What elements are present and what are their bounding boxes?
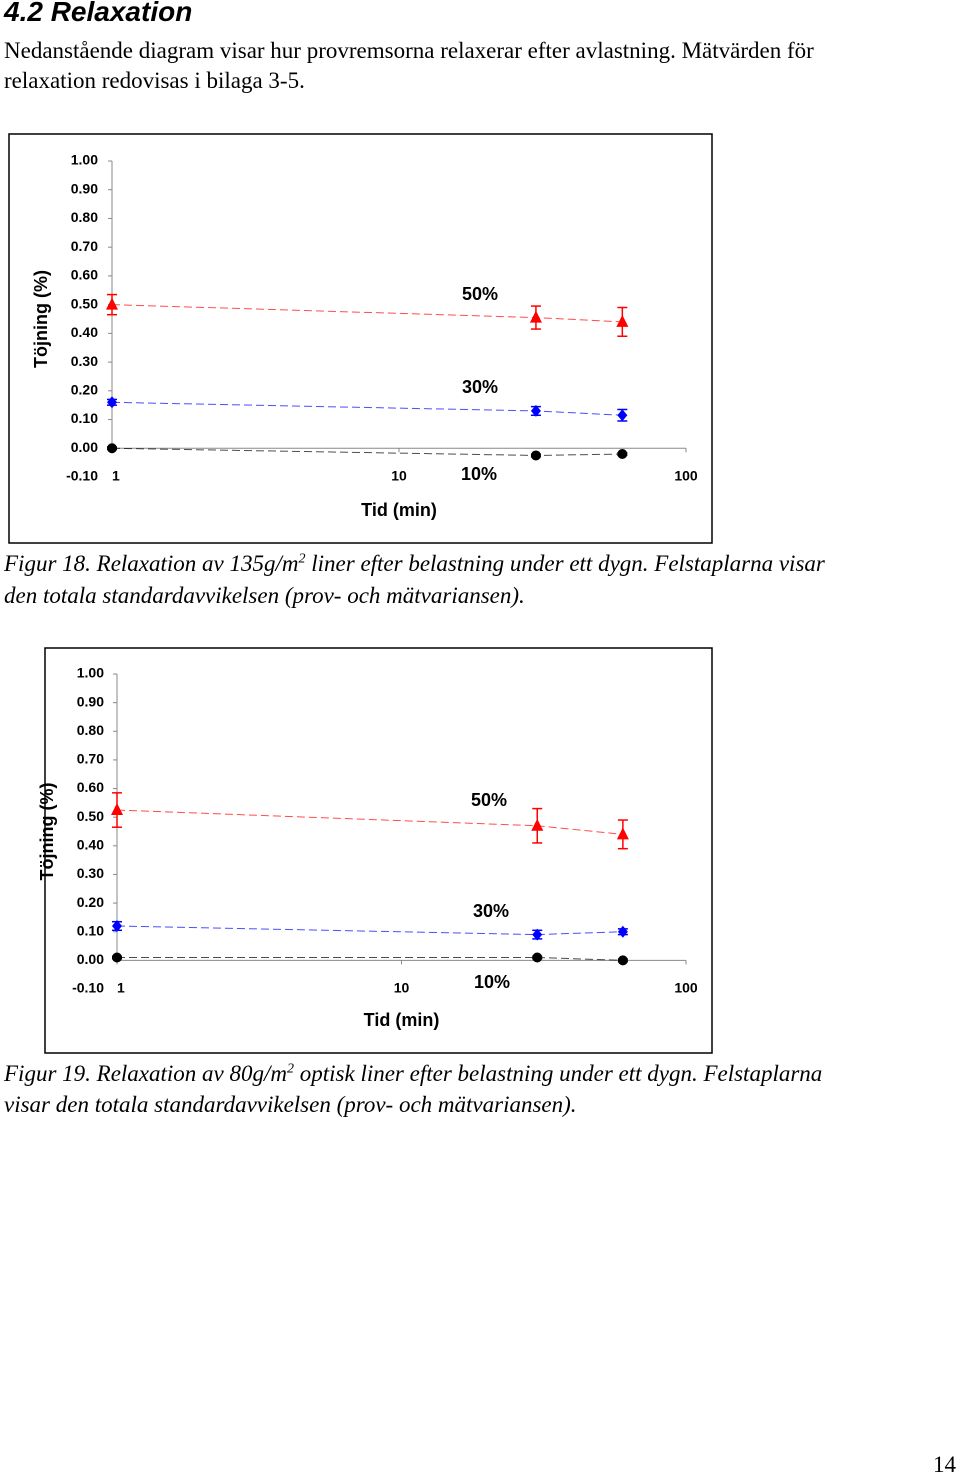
y-tick-label: -0.10 bbox=[66, 468, 98, 484]
caption-text: Figur 19. Relaxation av 80g/m bbox=[4, 1061, 287, 1086]
y-axis-title: Töjning (%) bbox=[31, 270, 51, 368]
marker bbox=[617, 409, 628, 422]
y-tick-label: 0.40 bbox=[71, 324, 98, 340]
x-tick-label: 100 bbox=[674, 468, 698, 484]
caption-sup: 2 bbox=[298, 551, 306, 567]
marker bbox=[112, 952, 122, 963]
caption-line: visar den totala standardavvikelsen (pro… bbox=[4, 1092, 577, 1117]
caption-text: optisk liner efter belastning under ett … bbox=[294, 1061, 823, 1086]
trend-line bbox=[111, 447, 623, 456]
marker bbox=[530, 450, 541, 461]
chart-frame bbox=[44, 647, 713, 1054]
marker bbox=[531, 818, 544, 831]
y-tick-label: 0.90 bbox=[77, 693, 104, 709]
marker bbox=[617, 925, 628, 938]
paragraph-line: relaxation redovisas i bilaga 3-5. bbox=[4, 68, 305, 93]
y-tick-label: 0.70 bbox=[77, 751, 104, 767]
y-tick-label: 0.60 bbox=[77, 779, 104, 795]
marker bbox=[106, 297, 118, 310]
y-tick-label: 0.00 bbox=[77, 951, 104, 967]
y-tick-label: 0.80 bbox=[77, 722, 104, 738]
caption-text: Figur 18. Relaxation av 135g/m bbox=[4, 551, 299, 576]
trend-line bbox=[116, 925, 623, 936]
marker bbox=[529, 310, 542, 323]
chart: -0.10 0.00 0.10 0.20 0.30 0.40 0.50 0.60 0.70 0.8… bbox=[8, 133, 713, 544]
trend-line bbox=[111, 401, 623, 416]
y-tick-label: 1.00 bbox=[71, 152, 98, 168]
y-tick-label: 0.10 bbox=[77, 922, 104, 938]
caption: Figur 19. Relaxation av 80g/m2 optisk li… bbox=[4, 1061, 822, 1087]
marker bbox=[617, 955, 628, 966]
marker bbox=[107, 443, 117, 454]
x-tick-label: 100 bbox=[674, 980, 698, 996]
y-tick-label: 0.20 bbox=[77, 894, 104, 910]
marker bbox=[112, 920, 122, 932]
x-tick-label: 1 bbox=[112, 468, 120, 484]
chart-frame bbox=[8, 133, 713, 544]
y-tick-label: 0.10 bbox=[71, 410, 98, 426]
y-tick-label: 0.00 bbox=[71, 439, 98, 455]
series-label: 30% bbox=[473, 901, 509, 921]
y-tick-label: 0.30 bbox=[71, 353, 98, 369]
marker bbox=[107, 396, 117, 409]
series-label: 30% bbox=[462, 377, 498, 397]
marker bbox=[616, 827, 629, 840]
marker bbox=[530, 404, 541, 417]
y-tick-label: 0.20 bbox=[71, 382, 98, 398]
x-tick-label: 10 bbox=[394, 980, 410, 996]
y-tick-label: 1.00 bbox=[77, 665, 104, 681]
y-tick-label: 0.50 bbox=[77, 808, 104, 824]
series-label: 50% bbox=[462, 284, 498, 304]
marker bbox=[532, 928, 543, 941]
heading: 4.2 Relaxation bbox=[4, 0, 193, 27]
caption-sup: 2 bbox=[287, 1061, 294, 1077]
y-tick-label: 0.40 bbox=[77, 837, 104, 853]
trend-line bbox=[116, 809, 623, 835]
marker bbox=[111, 803, 123, 816]
x-axis-title: Tid (min) bbox=[361, 500, 437, 520]
y-tick-label: 0.30 bbox=[77, 865, 104, 881]
x-tick-label: 10 bbox=[391, 468, 407, 484]
y-tick-label: -0.10 bbox=[72, 980, 104, 996]
caption-line: den totala standardavvikelsen (prov- och… bbox=[4, 583, 525, 608]
paragraph-line: Nedanstående diagram visar hur provremso… bbox=[4, 38, 814, 63]
series-label: 10% bbox=[474, 972, 510, 992]
page-number: 14 bbox=[933, 1452, 956, 1477]
x-axis-title: Tid (min) bbox=[364, 1010, 440, 1030]
y-tick-label: 0.90 bbox=[71, 180, 98, 196]
y-tick-label: 0.50 bbox=[71, 295, 98, 311]
series-label: 10% bbox=[461, 464, 497, 484]
caption: Figur 18. Relaxation av 135g/m2 liner ef… bbox=[4, 551, 825, 577]
trend-line bbox=[111, 304, 623, 323]
chart: -0.10 0.00 0.10 0.20 0.30 0.40 0.50 0.60 0.70 0.8… bbox=[37, 647, 713, 1054]
marker bbox=[532, 952, 543, 963]
x-tick-label: 1 bbox=[117, 980, 125, 996]
y-tick-label: 0.70 bbox=[71, 238, 98, 254]
marker bbox=[616, 314, 629, 327]
y-tick-label: 0.60 bbox=[71, 267, 98, 283]
series-label: 50% bbox=[471, 790, 507, 810]
marker bbox=[617, 449, 628, 460]
caption-text: liner efter belastning under ett dygn. F… bbox=[305, 551, 825, 576]
y-tick-label: 0.80 bbox=[71, 209, 98, 225]
y-axis-title: Töjning (%) bbox=[37, 783, 57, 881]
